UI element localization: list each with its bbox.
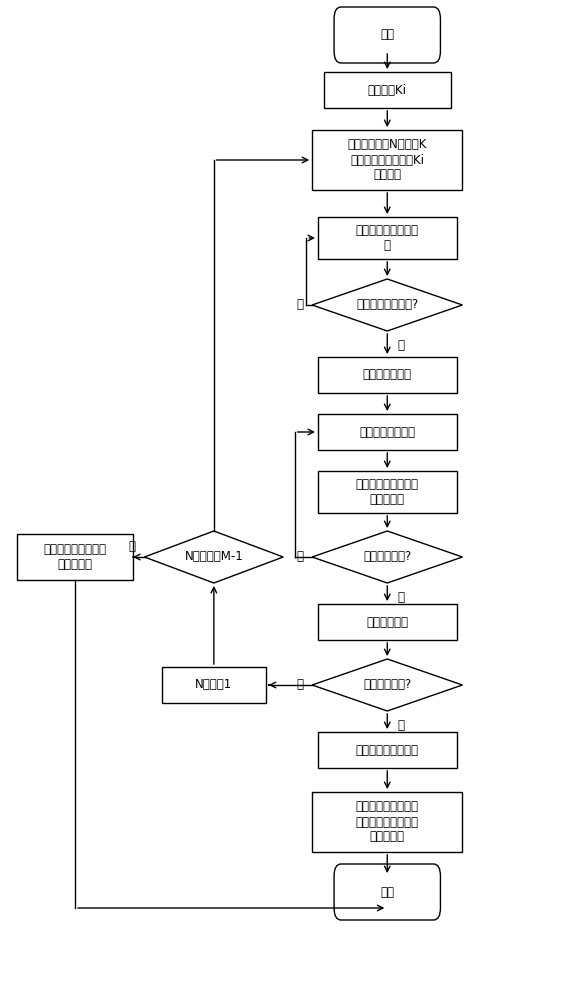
Text: 是: 是 (398, 591, 405, 604)
Polygon shape (312, 659, 462, 711)
Bar (312, 130, 462, 190)
Bar (318, 217, 457, 259)
Text: 一阶拟合，计算温度
系数和残差: 一阶拟合，计算温度 系数和残差 (356, 478, 418, 506)
Text: 结束: 结束 (380, 886, 394, 898)
Polygon shape (312, 279, 462, 331)
Text: 没有符合条件的最优
温度分段点: 没有符合条件的最优 温度分段点 (44, 543, 106, 571)
Bar (162, 667, 266, 703)
Text: 是否完成所有比较?: 是否完成所有比较? (356, 298, 418, 312)
Text: 开始: 开始 (380, 28, 394, 41)
Text: 遍历各种分段情况: 遍历各种分段情况 (360, 426, 415, 438)
Text: 是: 是 (398, 339, 405, 352)
Bar (324, 72, 451, 108)
Text: 否: 否 (297, 298, 303, 312)
FancyBboxPatch shape (334, 7, 440, 63)
Bar (17, 534, 133, 580)
Text: 计算斜率Ki: 计算斜率Ki (368, 84, 407, 97)
Text: N是否大于M-1: N是否大于M-1 (184, 550, 243, 564)
Bar (318, 732, 457, 768)
Text: 将最佳温度分段点计
算的温度模型系数作
为最终系数: 将最佳温度分段点计 算的温度模型系数作 为最终系数 (356, 800, 418, 844)
Text: 否: 否 (297, 550, 303, 564)
FancyBboxPatch shape (334, 864, 440, 920)
Text: N的值加1: N的值加1 (195, 678, 232, 692)
Text: 是否满足要求?: 是否满足要求? (363, 678, 412, 692)
Bar (318, 414, 457, 450)
Polygon shape (144, 531, 283, 583)
Text: 确定可能的温度分段
点: 确定可能的温度分段 点 (356, 224, 418, 252)
Bar (318, 357, 457, 393)
Bar (318, 471, 457, 513)
Bar (312, 792, 462, 852)
Text: 计算最小残差: 计算最小残差 (366, 615, 408, 629)
Text: 当前分段数目N下进行K
均值聚类，得到斜率Ki
的类别号: 当前分段数目N下进行K 均值聚类，得到斜率Ki 的类别号 (347, 138, 427, 182)
Text: 否: 否 (297, 678, 303, 692)
Polygon shape (312, 531, 462, 583)
Text: 是: 是 (398, 719, 405, 732)
Text: 是否遍历完毕?: 是否遍历完毕? (363, 550, 412, 564)
Text: 得到分段点数组: 得到分段点数组 (363, 368, 412, 381)
Bar (318, 604, 457, 640)
Text: 得到最佳温度分段点: 得到最佳温度分段点 (356, 744, 418, 756)
Text: 是: 是 (129, 540, 136, 554)
